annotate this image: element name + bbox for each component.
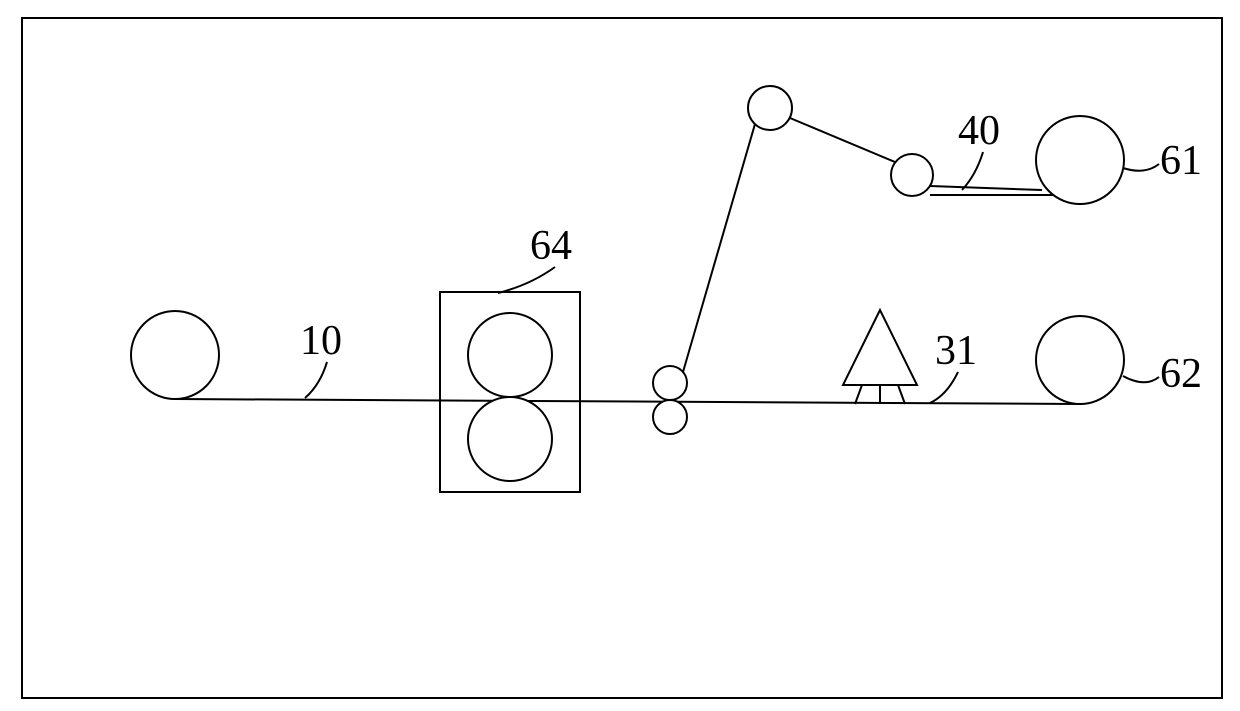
label-61: 61 — [1160, 140, 1202, 182]
diagram-svg — [0, 0, 1240, 711]
diagram-stage: 10 64 40 61 31 62 — [0, 0, 1240, 711]
label-31: 31 — [935, 330, 977, 372]
label-62: 62 — [1160, 353, 1202, 395]
label-10: 10 — [300, 320, 342, 362]
label-40: 40 — [958, 110, 1000, 152]
label-64: 64 — [530, 225, 572, 267]
